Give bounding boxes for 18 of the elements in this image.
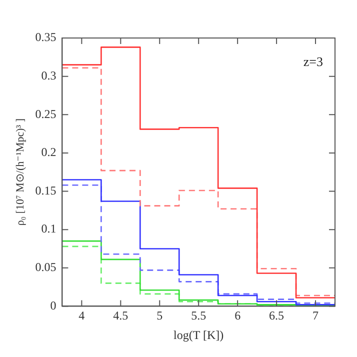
x-tick-label: 6	[234, 308, 241, 323]
x-tick-label: 6.5	[269, 308, 284, 323]
x-tick-label: 4	[78, 308, 85, 323]
x-tick-label: 4.5	[113, 308, 128, 323]
y-tick-label: 0.2	[41, 145, 56, 160]
y-tick-label: 0.25	[35, 106, 56, 121]
x-tick-label: 5.5	[191, 308, 206, 323]
y-axis-title: ρ₀ [10⁷ M⊙/(h⁻¹Mpc)³ ]	[14, 118, 26, 226]
y-tick-label: 0.05	[35, 260, 56, 274]
y-tick-label: 0.3	[41, 68, 56, 82]
y-tick-label: 0.1	[41, 222, 56, 236]
annotation: z=3	[303, 54, 323, 69]
y-tick-label: 0	[50, 298, 56, 312]
x-tick-label: 7	[312, 308, 319, 323]
y-tick-label: 0.35	[35, 30, 56, 44]
x-axis-title: log(T [K])	[174, 328, 224, 342]
x-tick-label: 5	[156, 308, 163, 323]
y-tick-label: 0.15	[35, 183, 56, 198]
